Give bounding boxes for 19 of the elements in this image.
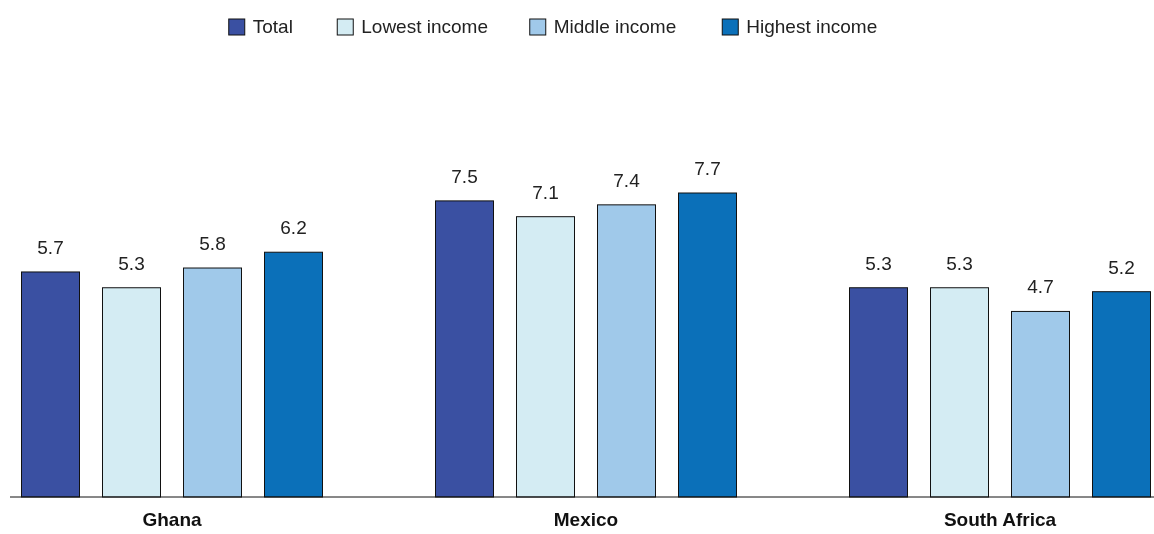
data-label: 5.8 <box>199 233 226 255</box>
legend-label: Highest income <box>746 16 878 37</box>
x-tick-label: South Africa <box>943 509 1057 530</box>
data-label: 5.2 <box>1108 256 1135 278</box>
data-label: 7.4 <box>613 169 641 191</box>
data-label: 5.3 <box>118 252 145 274</box>
data-label: 7.5 <box>451 165 478 187</box>
legend-label: Lowest income <box>361 16 488 37</box>
x-tick-label: Ghana <box>142 509 202 530</box>
legend-label: Total <box>252 16 293 37</box>
data-label: 5.7 <box>37 236 64 258</box>
data-label: 7.7 <box>694 158 721 179</box>
data-label: 4.7 <box>1027 276 1054 298</box>
data-label: 6.2 <box>280 217 307 239</box>
x-tick-label: Mexico <box>553 509 619 530</box>
data-label: 5.3 <box>865 252 892 274</box>
data-label: 5.3 <box>946 252 973 274</box>
data-label: 7.1 <box>532 181 559 203</box>
legend-label: Middle income <box>553 16 677 37</box>
